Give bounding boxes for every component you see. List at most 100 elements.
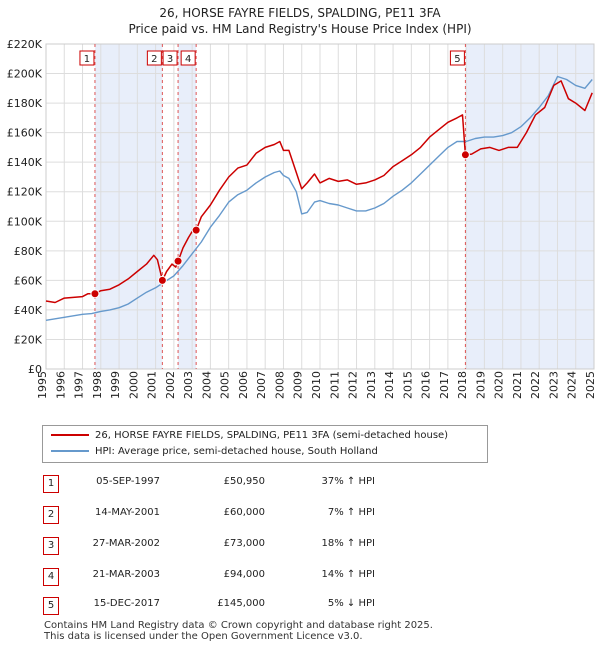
sale-number-box xyxy=(449,50,465,66)
footer-licence: This data is licensed under the Open Gov… xyxy=(44,631,363,642)
sale-price: £94,000 xyxy=(223,569,265,580)
legend-item-hpi: HPI: Average price, semi-detached house,… xyxy=(51,444,378,460)
x-tick-label: 2010 xyxy=(310,371,323,399)
y-tick-label: £80K xyxy=(14,245,43,258)
legend-swatch-property xyxy=(51,434,89,436)
sale-number-badge: 2 xyxy=(43,506,59,524)
table-row: 4 21-MAR-2003 £94,000 14% ↑ HPI xyxy=(0,568,600,588)
price-chart: 26, HORSE FAYRE FIELDS, SPALDING, PE11 3… xyxy=(7,6,597,399)
x-tick-label: 2009 xyxy=(292,371,305,399)
chart-subtitle: Price paid vs. HM Land Registry's House … xyxy=(128,22,471,36)
sale-number-label: 2 xyxy=(151,54,157,65)
sale-date: 15-DEC-2017 xyxy=(93,598,160,609)
x-tick-label: 2021 xyxy=(511,371,524,399)
sale-point xyxy=(90,289,100,299)
sale-number-box xyxy=(180,50,196,66)
sale-hpi-change: 7% ↑ HPI xyxy=(327,507,375,518)
y-tick-label: £40K xyxy=(14,304,43,317)
sale-point xyxy=(460,150,470,160)
table-row: 3 27-MAR-2002 £73,000 18% ↑ HPI xyxy=(0,537,600,557)
x-tick-label: 2023 xyxy=(547,371,560,399)
x-tick-label: 2020 xyxy=(493,371,506,399)
x-tick-label: 2003 xyxy=(182,371,195,399)
y-tick-label: £120K xyxy=(7,186,43,199)
x-tick-label: 1997 xyxy=(73,371,86,399)
legend-label-property: 26, HORSE FAYRE FIELDS, SPALDING, PE11 3… xyxy=(95,430,449,441)
sale-number-badge: 4 xyxy=(43,568,59,586)
y-tick-label: £140K xyxy=(7,156,43,169)
sale-price: £60,000 xyxy=(223,507,265,518)
x-tick-label: 2015 xyxy=(401,371,414,399)
sale-number-box xyxy=(146,50,162,66)
x-tick-label: 2005 xyxy=(219,371,232,399)
footer-attribution: Contains HM Land Registry data © Crown c… xyxy=(44,620,433,642)
x-tick-label: 2002 xyxy=(164,371,177,399)
sale-date: 27-MAR-2002 xyxy=(92,538,160,549)
property-price-line xyxy=(45,80,593,304)
sale-date: 14-MAY-2001 xyxy=(94,507,160,518)
y-tick-label: £20K xyxy=(14,333,43,346)
table-row: 5 15-DEC-2017 £145,000 5% ↓ HPI xyxy=(0,597,600,617)
x-tick-label: 2000 xyxy=(127,371,140,399)
sale-number-badge: 1 xyxy=(43,475,59,493)
sale-number-badge: 5 xyxy=(43,597,59,615)
sale-date: 05-SEP-1997 xyxy=(96,476,160,487)
y-tick-label: £220K xyxy=(7,38,43,51)
x-tick-label: 2016 xyxy=(420,371,433,399)
sale-point xyxy=(157,275,167,285)
sale-number-label: 3 xyxy=(167,54,173,65)
y-tick-label: £0 xyxy=(28,363,42,376)
sale-price: £73,000 xyxy=(223,538,265,549)
y-tick-label: £200K xyxy=(7,68,43,81)
x-tick-label: 2024 xyxy=(566,371,579,399)
sale-date: 21-MAR-2003 xyxy=(92,569,160,580)
plot-frame xyxy=(45,43,595,370)
y-tick-label: £160K xyxy=(7,127,43,140)
legend-item-property: 26, HORSE FAYRE FIELDS, SPALDING, PE11 3… xyxy=(51,428,448,444)
x-tick-label: 2013 xyxy=(365,371,378,399)
ownership-period-shade xyxy=(178,44,197,369)
x-tick-label: 2004 xyxy=(200,371,213,399)
sale-point xyxy=(173,256,183,266)
x-tick-label: 1999 xyxy=(109,371,122,399)
sale-number-label: 5 xyxy=(454,54,460,65)
x-tick-label: 1996 xyxy=(54,371,67,399)
legend-label-hpi: HPI: Average price, semi-detached house,… xyxy=(95,446,378,457)
x-tick-label: 2022 xyxy=(529,371,542,399)
x-tick-label: 2014 xyxy=(383,371,396,399)
table-row: 1 05-SEP-1997 £50,950 37% ↑ HPI xyxy=(0,475,600,495)
ownership-period-shade xyxy=(94,44,163,369)
y-tick-label: £180K xyxy=(7,97,43,110)
sale-number-label: 4 xyxy=(185,54,191,65)
table-row: 2 14-MAY-2001 £60,000 7% ↑ HPI xyxy=(0,506,600,526)
x-tick-label: 2019 xyxy=(474,371,487,399)
x-tick-label: 2006 xyxy=(237,371,250,399)
x-tick-label: 2012 xyxy=(347,371,360,399)
x-tick-label: 2008 xyxy=(273,371,286,399)
ownership-period-shade xyxy=(465,44,594,369)
y-tick-label: £60K xyxy=(14,274,43,287)
x-tick-label: 2017 xyxy=(438,371,451,399)
legend: 26, HORSE FAYRE FIELDS, SPALDING, PE11 3… xyxy=(42,425,488,463)
sale-hpi-change: 37% ↑ HPI xyxy=(321,476,375,487)
sale-price: £50,950 xyxy=(223,476,265,487)
sale-number-label: 1 xyxy=(84,54,90,65)
x-tick-label: 2018 xyxy=(456,371,469,399)
x-tick-label: 1998 xyxy=(91,371,104,399)
legend-swatch-hpi xyxy=(51,450,89,452)
x-tick-label: 2025 xyxy=(584,371,597,399)
x-tick-label: 2007 xyxy=(255,371,268,399)
sale-hpi-change: 18% ↑ HPI xyxy=(321,538,375,549)
y-tick-label: £100K xyxy=(7,215,43,228)
sale-number-box xyxy=(162,50,178,66)
x-tick-label: 2011 xyxy=(328,371,341,399)
sale-number-badge: 3 xyxy=(43,537,59,555)
sale-hpi-change: 14% ↑ HPI xyxy=(321,569,375,580)
sale-number-box xyxy=(79,50,95,66)
sale-point xyxy=(191,225,201,235)
chart-title: 26, HORSE FAYRE FIELDS, SPALDING, PE11 3… xyxy=(159,6,441,20)
x-tick-label: 1995 xyxy=(36,371,49,399)
footer-copyright: Contains HM Land Registry data © Crown c… xyxy=(44,620,433,631)
sale-price: £145,000 xyxy=(217,598,265,609)
x-tick-label: 2001 xyxy=(146,371,159,399)
